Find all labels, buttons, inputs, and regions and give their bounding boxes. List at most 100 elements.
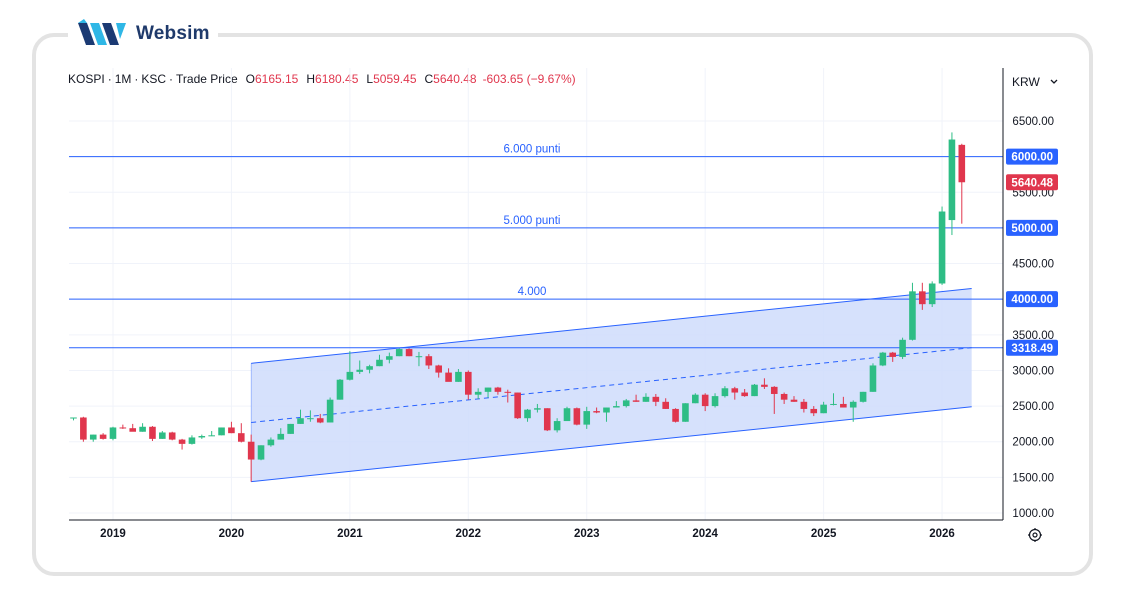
candle[interactable]	[800, 401, 808, 409]
candle[interactable]	[257, 445, 265, 460]
candle[interactable]	[731, 388, 739, 393]
channel-mid-line[interactable]	[251, 347, 972, 423]
candle[interactable]	[168, 432, 176, 440]
legend-symbol[interactable]: KOSPI	[68, 72, 105, 86]
candle[interactable]	[198, 436, 206, 438]
candle[interactable]	[613, 406, 620, 408]
candle[interactable]	[672, 408, 679, 422]
candle[interactable]	[129, 428, 137, 432]
candle[interactable]	[790, 399, 798, 402]
candle[interactable]	[336, 379, 344, 400]
level-badge[interactable]	[1006, 219, 1058, 236]
candle[interactable]	[159, 432, 166, 439]
candle[interactable]	[938, 211, 946, 284]
candle[interactable]	[622, 400, 630, 407]
candle[interactable]	[879, 352, 887, 366]
candle[interactable]	[928, 283, 936, 305]
settings-gear-icon[interactable]	[1027, 527, 1043, 543]
candle[interactable]	[563, 408, 571, 422]
candle[interactable]	[455, 371, 462, 382]
legend-interval[interactable]: 1M	[114, 72, 132, 86]
candle[interactable]	[435, 365, 442, 373]
candle[interactable]	[474, 391, 482, 395]
candle[interactable]	[149, 426, 156, 439]
candle[interactable]	[178, 439, 186, 444]
candle[interactable]	[346, 371, 354, 380]
candle[interactable]	[376, 359, 383, 367]
candle[interactable]	[356, 369, 364, 372]
candle[interactable]	[366, 366, 373, 370]
candle[interactable]	[909, 291, 916, 340]
candle[interactable]	[237, 433, 245, 442]
candle[interactable]	[948, 139, 956, 221]
candle[interactable]	[780, 393, 788, 400]
candle[interactable]	[307, 418, 314, 420]
level-badge[interactable]	[1006, 291, 1058, 308]
candle[interactable]	[810, 408, 818, 414]
candle[interactable]	[761, 384, 768, 387]
candle[interactable]	[80, 417, 87, 440]
candle[interactable]	[919, 291, 926, 305]
last-price-badge[interactable]	[1006, 174, 1058, 191]
candle[interactable]	[188, 437, 196, 444]
candle[interactable]	[849, 401, 857, 408]
currency-selector[interactable]: KRW	[1006, 71, 1058, 93]
candle[interactable]	[682, 403, 689, 422]
candle[interactable]	[99, 434, 107, 439]
candle[interactable]	[218, 427, 225, 436]
candle[interactable]	[386, 356, 393, 360]
candle[interactable]	[751, 384, 758, 397]
candle[interactable]	[573, 408, 581, 425]
candle[interactable]	[889, 352, 897, 357]
candle[interactable]	[109, 427, 117, 439]
level-badge[interactable]	[1006, 148, 1058, 165]
candle[interactable]	[247, 441, 255, 460]
candle[interactable]	[297, 418, 304, 424]
candle[interactable]	[840, 403, 847, 408]
candle[interactable]	[770, 386, 778, 394]
candle[interactable]	[583, 411, 591, 425]
candle[interactable]	[524, 409, 531, 419]
candle[interactable]	[70, 417, 77, 419]
candle[interactable]	[494, 387, 502, 392]
candle[interactable]	[514, 392, 521, 419]
candle[interactable]	[741, 392, 748, 397]
candle[interactable]	[692, 394, 699, 404]
candle[interactable]	[445, 372, 452, 382]
candle[interactable]	[316, 418, 324, 423]
candle[interactable]	[642, 396, 650, 402]
candle[interactable]	[701, 394, 709, 407]
candle[interactable]	[89, 434, 97, 440]
candle[interactable]	[395, 349, 403, 357]
candle[interactable]	[267, 439, 275, 446]
candle[interactable]	[899, 339, 906, 357]
candle[interactable]	[326, 399, 334, 423]
candle[interactable]	[603, 407, 610, 413]
candle[interactable]	[208, 435, 215, 437]
candle[interactable]	[277, 433, 285, 440]
candle[interactable]	[405, 349, 413, 357]
candle[interactable]	[711, 396, 719, 407]
candle[interactable]	[869, 365, 877, 392]
candle[interactable]	[425, 356, 433, 366]
candle[interactable]	[820, 404, 827, 414]
candle[interactable]	[139, 426, 146, 432]
candle[interactable]	[484, 387, 492, 392]
candle[interactable]	[721, 388, 729, 397]
candle[interactable]	[534, 408, 541, 410]
candle[interactable]	[632, 400, 640, 402]
candle[interactable]	[593, 411, 600, 413]
candle[interactable]	[543, 408, 551, 431]
channel-lower-line[interactable]	[251, 406, 972, 483]
candle[interactable]	[465, 371, 472, 395]
candle[interactable]	[287, 423, 294, 434]
channel-upper-line[interactable]	[251, 287, 972, 364]
candle[interactable]	[958, 144, 966, 183]
candle[interactable]	[415, 356, 423, 358]
candle[interactable]	[228, 427, 235, 434]
candle[interactable]	[119, 427, 127, 429]
candle[interactable]	[830, 403, 837, 405]
level-badge[interactable]	[1006, 339, 1058, 356]
candle[interactable]	[859, 391, 867, 402]
